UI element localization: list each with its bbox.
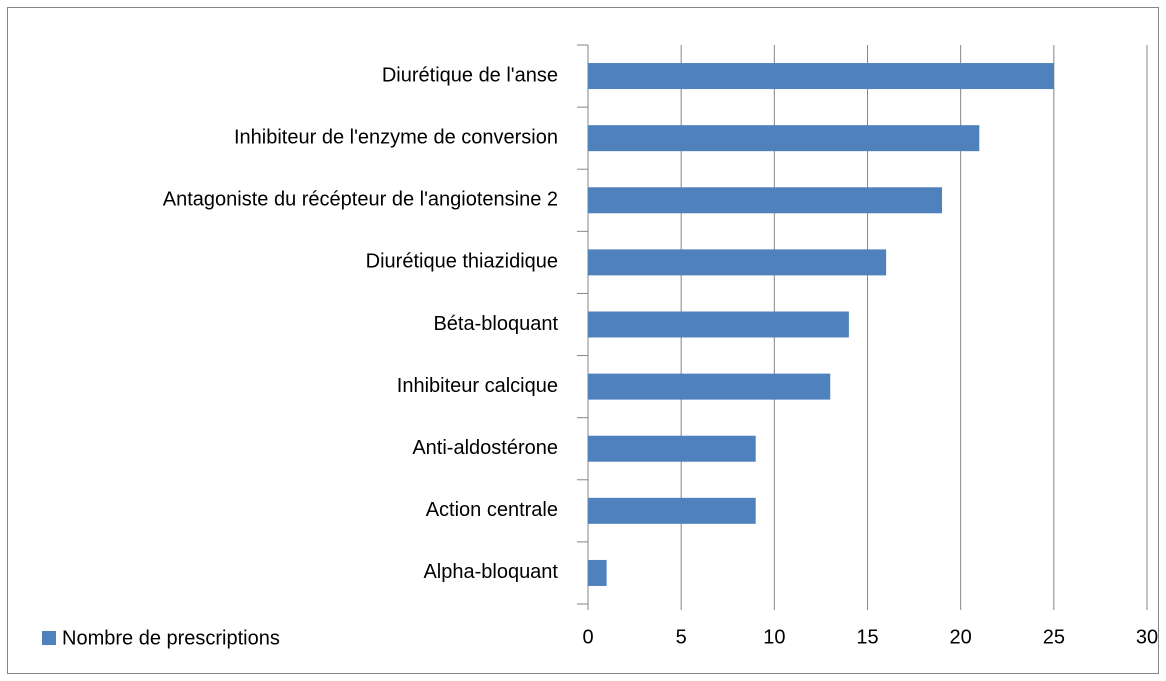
bar (588, 497, 756, 524)
bar (588, 63, 1054, 90)
y-tick-label: Diurétique thiazidique (366, 251, 558, 273)
y-tick-label: Inhibiteur de l'enzyme de conversion (234, 126, 558, 148)
x-tick-label: 0 (582, 626, 593, 648)
bar (588, 125, 980, 152)
y-tick-label: Anti-aldostérone (412, 437, 558, 459)
bar (588, 249, 887, 276)
y-tick-label: Inhibiteur calcique (397, 375, 558, 397)
x-tick-label: 30 (1136, 626, 1158, 648)
y-tick-label: Béta-bloquant (433, 313, 558, 335)
chart-frame (7, 7, 1159, 674)
x-tick-label: 5 (676, 626, 687, 648)
legend-label: Nombre de prescriptions (62, 627, 280, 649)
y-tick-label: Action centrale (426, 499, 558, 521)
y-tick-label: Antagoniste du récépteur de l'angiotensi… (163, 189, 558, 211)
bar (588, 373, 831, 400)
y-tick-label: Diurétique de l'anse (382, 64, 558, 86)
bar (588, 559, 607, 586)
y-tick-label: Alpha-bloquant (423, 561, 558, 583)
legend-swatch (42, 631, 56, 645)
bar (588, 311, 849, 338)
x-tick-label: 10 (763, 626, 785, 648)
x-tick-label: 25 (1043, 626, 1065, 648)
bar (588, 435, 756, 462)
bar (588, 187, 943, 214)
x-tick-label: 20 (950, 626, 972, 648)
x-tick-label: 15 (856, 626, 878, 648)
